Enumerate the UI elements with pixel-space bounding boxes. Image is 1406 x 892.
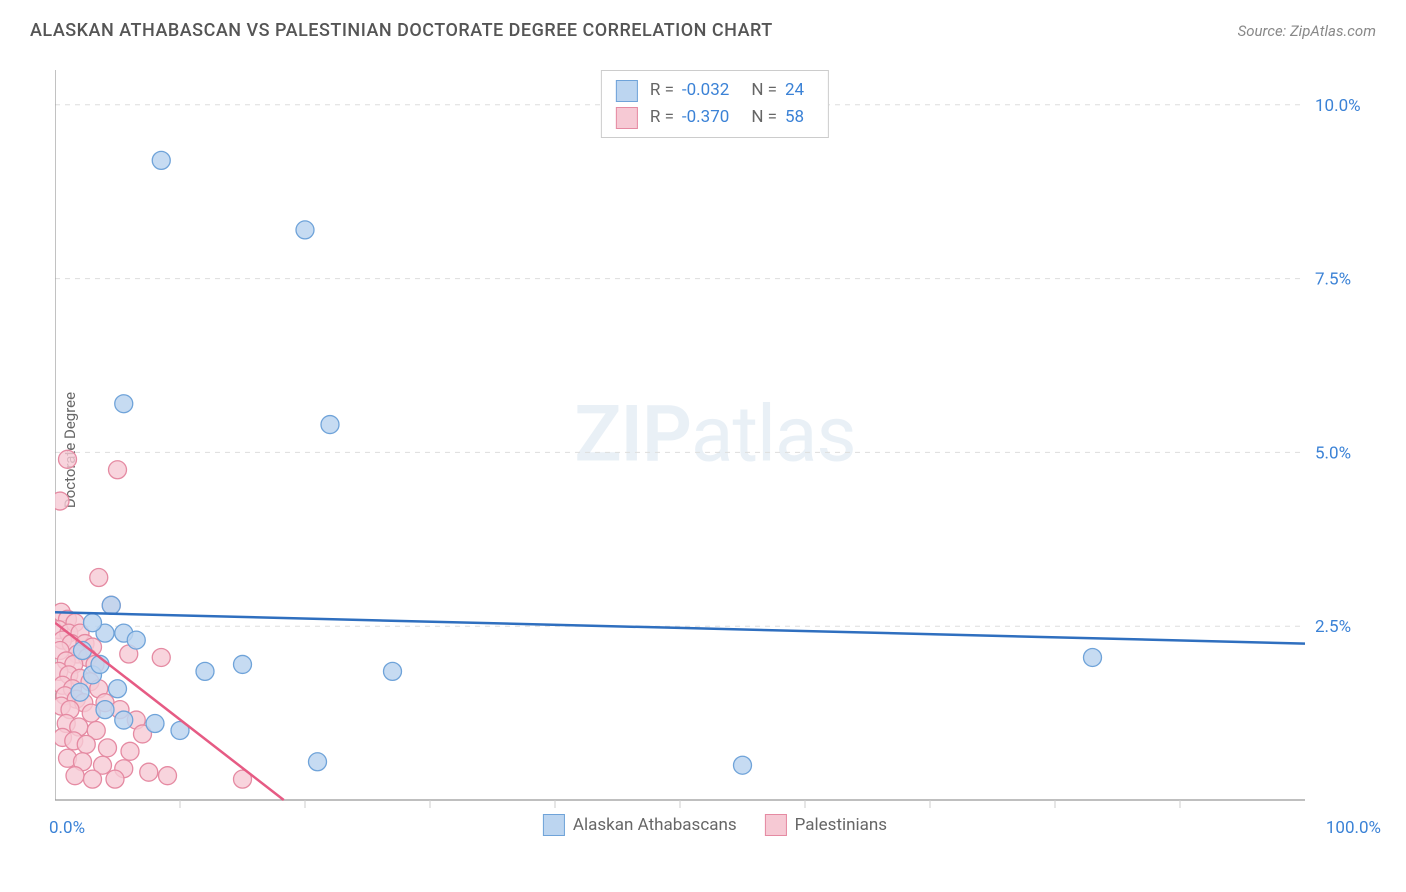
stat-r-value-1: -0.370: [682, 104, 729, 131]
stat-r-value-0: -0.032: [682, 77, 729, 104]
chart-title: ALASKAN ATHABASCAN VS PALESTINIAN DOCTOR…: [30, 20, 773, 41]
stat-r-label: R =: [650, 77, 674, 104]
stats-legend: R = -0.032 N = 24 R = -0.370 N = 58: [601, 70, 829, 138]
scatter-plot: 2.5% 5.0% 7.5% 10.0%: [55, 70, 1375, 830]
bottom-legend: Alaskan Athabascans Palestinians: [543, 814, 887, 836]
legend-item-1: Palestinians: [765, 814, 887, 836]
stat-n-value-1: 58: [785, 104, 804, 131]
stat-n-label: N =: [751, 104, 777, 131]
stats-row-1: R = -0.370 N = 58: [616, 104, 814, 131]
svg-text:2.5%: 2.5%: [1315, 617, 1351, 637]
legend-swatch-icon: [765, 814, 787, 836]
stats-row-0: R = -0.032 N = 24: [616, 77, 814, 104]
legend-label-1: Palestinians: [795, 815, 887, 835]
x-tick-min: 0.0%: [49, 818, 85, 838]
legend-swatch-0: [616, 80, 638, 102]
legend-item-0: Alaskan Athabascans: [543, 814, 737, 836]
legend-swatch-1: [616, 107, 638, 129]
x-tick-max: 100.0%: [1326, 818, 1381, 838]
stat-r-label: R =: [650, 104, 674, 131]
chart-header: ALASKAN ATHABASCAN VS PALESTINIAN DOCTOR…: [0, 0, 1406, 51]
svg-text:5.0%: 5.0%: [1315, 443, 1351, 463]
svg-text:10.0%: 10.0%: [1315, 96, 1361, 116]
source-label: Source: ZipAtlas.com: [1238, 22, 1376, 40]
stat-n-value-0: 24: [785, 77, 804, 104]
legend-label-0: Alaskan Athabascans: [573, 815, 737, 835]
svg-text:7.5%: 7.5%: [1315, 270, 1351, 290]
chart-area: Doctorate Degree ZIPatlas 2.5%5.0%7.5%10…: [55, 70, 1375, 830]
stat-n-label: N =: [751, 77, 777, 104]
legend-swatch-icon: [543, 814, 565, 836]
